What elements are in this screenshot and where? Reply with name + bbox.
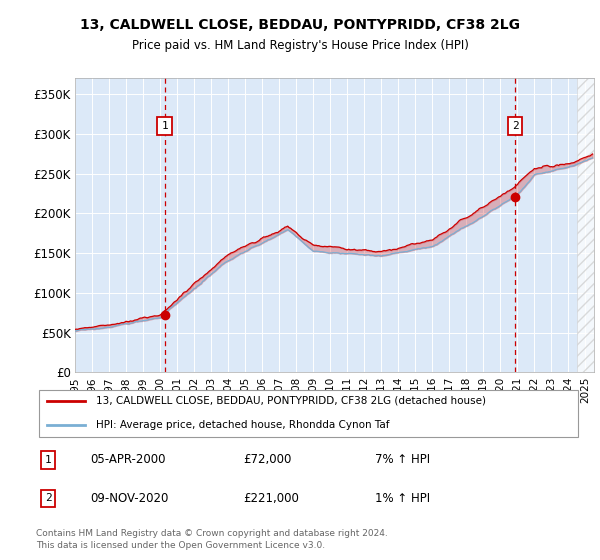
Text: Price paid vs. HM Land Registry's House Price Index (HPI): Price paid vs. HM Land Registry's House … xyxy=(131,39,469,53)
Text: 13, CALDWELL CLOSE, BEDDAU, PONTYPRIDD, CF38 2LG: 13, CALDWELL CLOSE, BEDDAU, PONTYPRIDD, … xyxy=(80,18,520,32)
FancyBboxPatch shape xyxy=(39,390,578,437)
Text: £221,000: £221,000 xyxy=(244,492,299,505)
Text: 1: 1 xyxy=(161,121,168,131)
Text: 05-APR-2000: 05-APR-2000 xyxy=(91,454,166,466)
Text: 1% ↑ HPI: 1% ↑ HPI xyxy=(374,492,430,505)
Text: 2: 2 xyxy=(44,493,52,503)
Text: 13, CALDWELL CLOSE, BEDDAU, PONTYPRIDD, CF38 2LG (detached house): 13, CALDWELL CLOSE, BEDDAU, PONTYPRIDD, … xyxy=(96,396,486,406)
Polygon shape xyxy=(577,78,594,372)
Text: 7% ↑ HPI: 7% ↑ HPI xyxy=(374,454,430,466)
Text: HPI: Average price, detached house, Rhondda Cynon Taf: HPI: Average price, detached house, Rhon… xyxy=(96,420,389,430)
Text: 2: 2 xyxy=(512,121,518,131)
Text: 09-NOV-2020: 09-NOV-2020 xyxy=(91,492,169,505)
Text: £72,000: £72,000 xyxy=(244,454,292,466)
Text: 1: 1 xyxy=(44,455,52,465)
Text: Contains HM Land Registry data © Crown copyright and database right 2024.
This d: Contains HM Land Registry data © Crown c… xyxy=(36,529,388,550)
